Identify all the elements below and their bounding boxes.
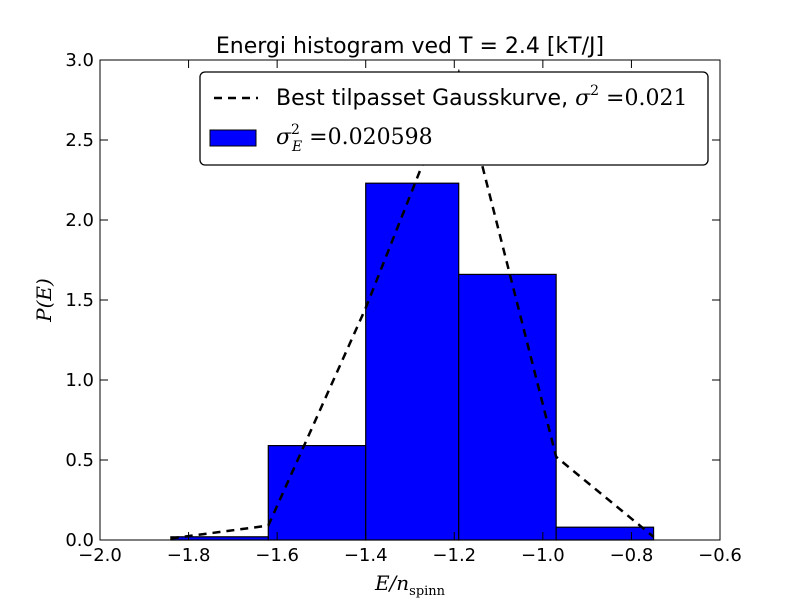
y-axis-ticks: 0.0 0.5 1.0 1.5 2.0 2.5 3.0	[65, 50, 720, 551]
legend: Best tilpasset Gausskurve, σ2 =0.021 σ2 E…	[199, 71, 709, 166]
x-tick-label: −1.6	[255, 545, 299, 566]
legend-item-fit-math-sup: 2	[590, 83, 599, 99]
legend-item-histogram-math-sub: E	[291, 139, 302, 155]
x-tick-label: −1.8	[167, 545, 211, 566]
x-tick-label: −1.2	[432, 545, 476, 566]
x-axis-ticks: −2.0 −1.8 −1.6 −1.4 −1.2 −1.0 −0.8 −0.6	[78, 60, 742, 566]
fit-curve	[170, 68, 655, 540]
legend-item-histogram-math-tail: =0.020598	[302, 125, 432, 150]
x-axis-label: E/nspinn	[374, 571, 446, 599]
y-tick-label: 2.0	[65, 210, 94, 231]
legend-item-fit-math-base: σ	[575, 86, 591, 111]
x-tick-label: −1.0	[521, 545, 565, 566]
x-tick-label: −0.8	[610, 545, 654, 566]
legend-item-fit: Best tilpasset Gausskurve, σ2 =0.021	[276, 83, 687, 111]
legend-item-fit-math-tail: =0.021	[599, 86, 687, 111]
y-tick-label: 1.5	[65, 290, 94, 311]
y-tick-label: 0.5	[65, 450, 94, 471]
x-tick-label: −0.6	[698, 545, 742, 566]
legend-patch-swatch	[209, 129, 257, 147]
histogram-bar-1	[267, 445, 367, 541]
legend-item-histogram: σ2 E =0.020598	[276, 122, 433, 155]
legend-item-fit-text: Best tilpasset Gausskurve,	[276, 86, 575, 111]
histogram-bar-3	[458, 273, 557, 541]
y-tick-label: 3.0	[65, 50, 94, 71]
legend-item-histogram-math-base: σ	[276, 125, 292, 150]
histogram-bar-2	[365, 182, 460, 541]
chart-title: Energi histogram ved T = 2.4 [kT/J]	[216, 34, 604, 59]
y-axis-label: P(E)	[32, 278, 56, 323]
x-axis-label-main: E/n	[374, 571, 409, 595]
y-tick-label: 2.5	[65, 130, 94, 151]
y-tick-label: 1.0	[65, 370, 94, 391]
y-tick-label: 0.0	[65, 530, 94, 551]
x-axis-label-sub: spinn	[409, 584, 446, 599]
histogram-bars	[170, 182, 655, 541]
legend-box	[199, 71, 709, 166]
legend-item-histogram-math-sup: 2	[291, 122, 300, 138]
x-tick-label: −1.4	[344, 545, 388, 566]
histogram-bar-4	[555, 526, 655, 541]
x-tick-label: −2.0	[78, 545, 122, 566]
